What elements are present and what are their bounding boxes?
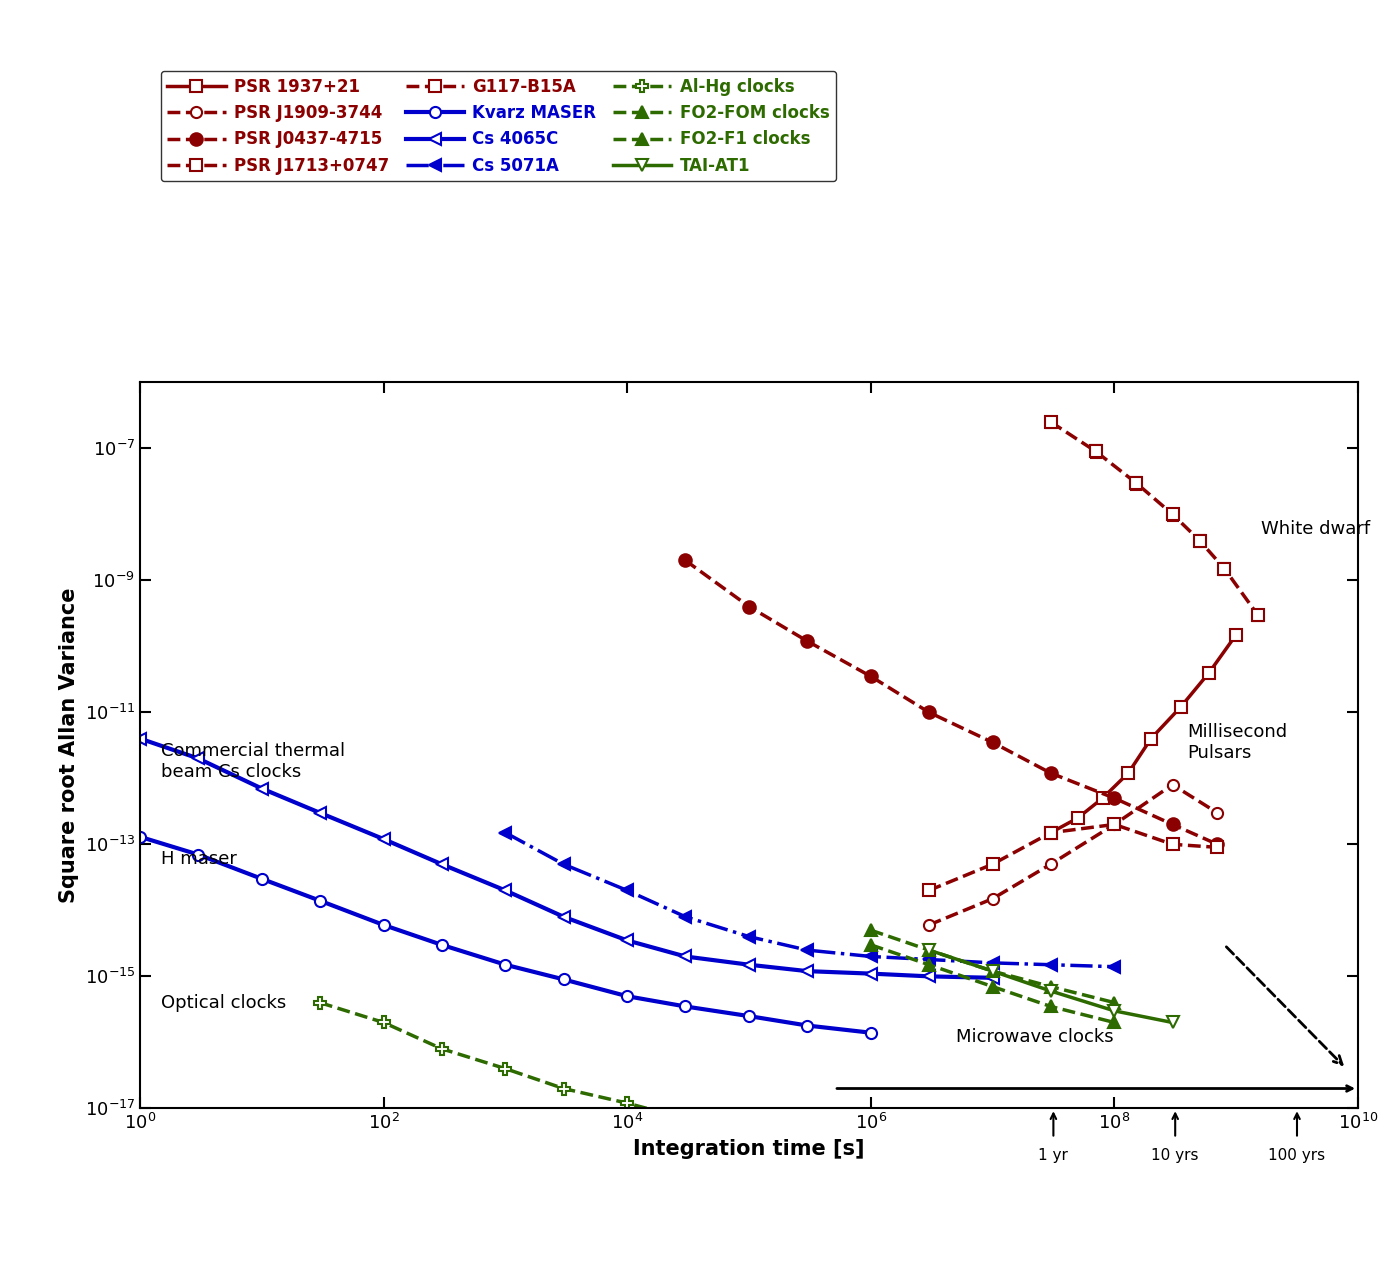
- Text: 1 yr: 1 yr: [1039, 1148, 1068, 1163]
- Text: White dwarf: White dwarf: [1261, 520, 1371, 538]
- Legend: PSR 1937+21, PSR J1909-3744, PSR J0437-4715, PSR J1713+0747, G117-B15A, Kvarz MA: PSR 1937+21, PSR J1909-3744, PSR J0437-4…: [161, 71, 836, 181]
- Text: H maser: H maser: [161, 850, 238, 868]
- Text: Optical clocks: Optical clocks: [161, 994, 287, 1012]
- Y-axis label: Square root Allan Variance: Square root Allan Variance: [59, 587, 78, 903]
- Text: 100 yrs: 100 yrs: [1268, 1148, 1326, 1163]
- Text: Microwave clocks: Microwave clocks: [956, 1028, 1113, 1046]
- FancyArrowPatch shape: [1226, 947, 1343, 1065]
- X-axis label: Integration time [s]: Integration time [s]: [633, 1139, 865, 1159]
- Text: Commercial thermal
beam Cs clocks: Commercial thermal beam Cs clocks: [161, 741, 346, 781]
- Text: Millisecond
Pulsars: Millisecond Pulsars: [1187, 722, 1288, 762]
- Text: 10 yrs: 10 yrs: [1151, 1148, 1198, 1163]
